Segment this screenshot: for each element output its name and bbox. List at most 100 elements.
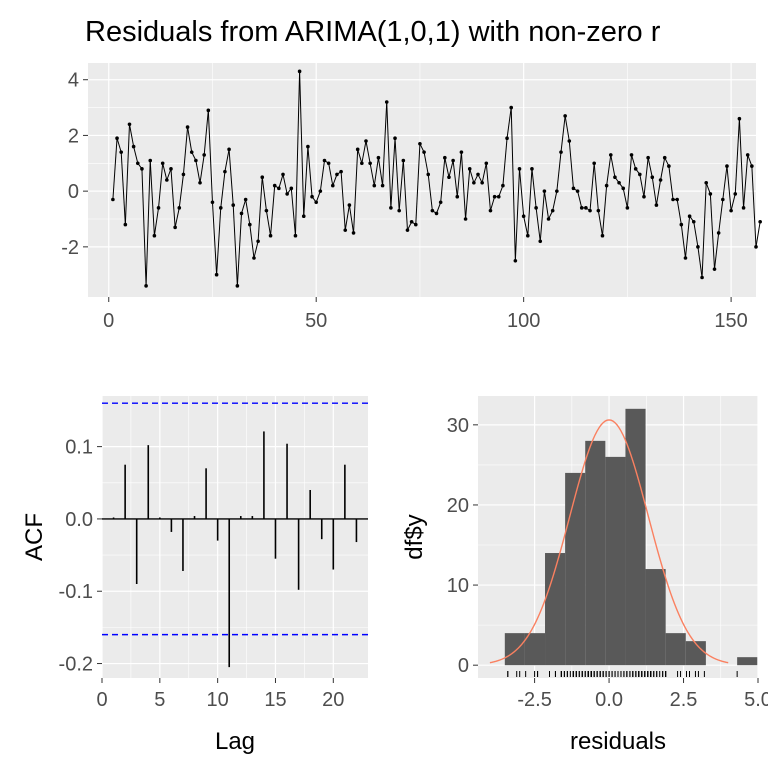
residual-line-segment <box>465 168 471 220</box>
residual-point <box>613 175 617 180</box>
residual-line-segment <box>427 174 433 211</box>
residual-point <box>555 189 559 193</box>
axes: 0 5 10 15 20 -0.2 -0.1 0.0 0.1 Lag ACF <box>21 437 344 755</box>
residual-line-segment <box>332 174 338 186</box>
residual-line-segment <box>448 160 454 178</box>
residual-point <box>642 194 646 199</box>
residual-point <box>235 284 240 288</box>
residual-point <box>297 69 302 74</box>
residual-point <box>476 172 480 177</box>
residual-line-segment <box>552 191 558 211</box>
residual-line-segment <box>714 232 720 270</box>
residual-point <box>372 183 377 188</box>
residual-point <box>646 155 650 160</box>
residual-line-segment <box>141 168 147 286</box>
residual-point <box>542 189 547 193</box>
residual-point <box>413 222 418 227</box>
residual-point <box>509 105 514 110</box>
residual-line-segment <box>174 207 180 228</box>
residual-point <box>521 214 526 219</box>
residual-point <box>376 155 381 160</box>
residual-point <box>443 155 447 160</box>
residual-point <box>467 167 472 171</box>
residual-line-segment <box>232 205 238 286</box>
residual-line-segment <box>730 193 736 211</box>
residual-line-segment <box>539 191 545 242</box>
residual-point <box>517 167 522 171</box>
residual-point <box>696 245 700 249</box>
residual-line-segment <box>655 179 662 206</box>
residual-point <box>160 161 165 166</box>
residual-point <box>729 208 733 213</box>
residual-line-segment <box>523 216 529 236</box>
residual-line-segment <box>299 71 305 217</box>
residual-point <box>430 208 435 213</box>
residual-point <box>704 180 709 185</box>
residual-point <box>330 183 335 188</box>
residual-point <box>579 206 584 210</box>
residual-line-segment <box>643 157 649 197</box>
residual-line-segment <box>577 191 583 208</box>
residual-line-segment <box>348 204 355 234</box>
residual-point <box>243 197 248 202</box>
residual-line-segment <box>639 174 645 197</box>
residual-line-segment <box>365 140 371 164</box>
residual-line-segment <box>241 199 247 214</box>
residual-line-segment <box>153 207 160 236</box>
residual-line-segment <box>278 174 284 189</box>
residual-line-segment <box>128 124 135 147</box>
residual-point <box>389 206 393 210</box>
residual-point <box>596 208 601 213</box>
residual-point <box>326 161 331 166</box>
residual-point <box>256 239 260 244</box>
residual-point <box>364 139 368 143</box>
residual-line-segment <box>502 138 508 186</box>
residual-line-segment <box>236 213 243 286</box>
residual-line-segment <box>390 138 396 208</box>
residual-point <box>152 233 157 238</box>
histogram-bar <box>605 456 626 666</box>
residual-line-segment <box>145 160 151 286</box>
residual-line-segment <box>709 193 716 270</box>
residual-point <box>621 186 626 191</box>
residual-line-segment <box>344 204 350 231</box>
x-tick-label: 5.0 <box>744 689 768 711</box>
histogram-bar <box>524 633 546 666</box>
residual-point <box>347 203 352 207</box>
residual-point <box>625 206 630 210</box>
residual-point <box>119 150 123 154</box>
residual-point <box>401 158 406 163</box>
x-tick-label: 10 <box>207 689 229 711</box>
residual-point <box>575 189 580 193</box>
residual-line-segment <box>531 168 537 208</box>
panel-residual-series: 0 50 100 150 -2 0 2 4 <box>61 63 762 332</box>
residual-point <box>227 147 231 152</box>
residual-point <box>671 197 675 202</box>
residual-point <box>633 167 638 171</box>
residual-line-segment <box>647 157 653 178</box>
residual-line-segment <box>751 166 757 247</box>
residual-point <box>397 208 401 213</box>
residual-point <box>343 228 348 232</box>
residual-point <box>530 167 534 171</box>
residual-point <box>638 172 642 177</box>
residual-point <box>455 194 460 199</box>
residual-point <box>463 217 468 221</box>
residual-point <box>360 161 364 166</box>
residual-point <box>721 197 725 202</box>
y-tick-label: 30 <box>447 415 469 437</box>
residual-point <box>198 180 202 185</box>
residual-line-segment <box>660 157 666 181</box>
residual-point <box>131 144 136 149</box>
residual-point <box>667 164 671 168</box>
histogram-bar <box>585 440 606 666</box>
residual-line-segment <box>436 202 442 214</box>
residual-line-segment <box>149 160 155 236</box>
residual-line-segment <box>543 191 550 220</box>
y-tick-label: 0 <box>68 181 79 203</box>
residual-point <box>654 203 659 207</box>
axes: 0 50 100 150 -2 0 2 4 <box>61 70 748 332</box>
y-axis-title: df$y <box>401 514 428 559</box>
residual-line-segment <box>207 110 213 203</box>
x-tick-label: 2.5 <box>670 689 698 711</box>
